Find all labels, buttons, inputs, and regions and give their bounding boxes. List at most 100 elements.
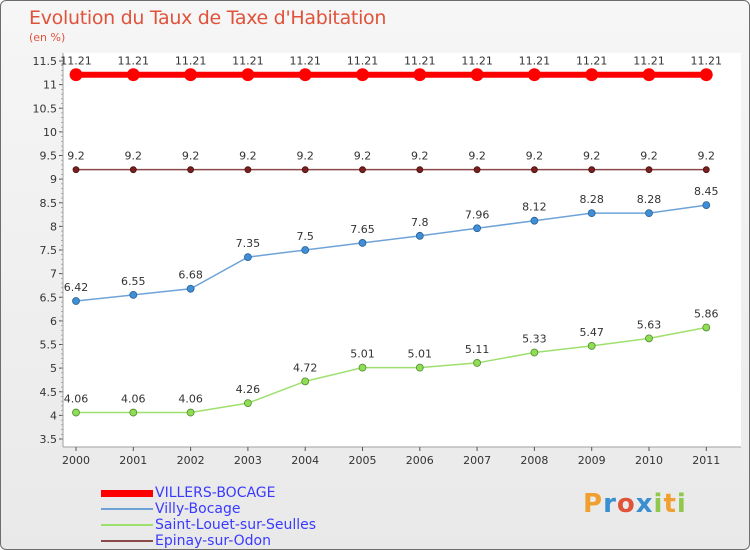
data-label: 11.21 xyxy=(576,55,608,68)
data-point xyxy=(72,408,80,417)
data-point xyxy=(69,68,83,82)
data-point xyxy=(642,68,656,82)
data-point xyxy=(241,68,255,82)
data-point xyxy=(186,284,195,293)
data-label: 11.21 xyxy=(519,55,551,68)
data-point xyxy=(243,399,252,407)
data-point xyxy=(530,216,539,225)
data-label: 5.47 xyxy=(579,326,604,339)
data-label: 11.21 xyxy=(118,55,150,68)
data-label: 11.21 xyxy=(175,55,207,68)
x-tick-label: 2003 xyxy=(234,454,262,467)
data-point xyxy=(126,68,140,82)
data-point xyxy=(413,68,427,82)
y-tick-label: 3.5 xyxy=(40,433,58,446)
data-point xyxy=(645,166,653,174)
data-label: 11.21 xyxy=(289,55,321,68)
data-label: 4.06 xyxy=(178,393,203,406)
data-point xyxy=(473,166,481,174)
x-tick-label: 2004 xyxy=(291,454,319,467)
y-tick-label: 4 xyxy=(50,409,57,422)
x-tick-label: 2007 xyxy=(463,454,491,467)
data-point xyxy=(699,68,713,82)
data-point xyxy=(702,323,711,332)
data-point xyxy=(473,224,482,233)
legend-label: Epinay-sur-Odon xyxy=(155,533,271,549)
data-point xyxy=(358,239,367,247)
data-point xyxy=(415,231,424,240)
data-point xyxy=(358,363,367,372)
data-point xyxy=(129,290,138,299)
data-label: 9.2 xyxy=(583,150,601,163)
data-point xyxy=(415,363,424,372)
data-point xyxy=(531,166,538,174)
series-line xyxy=(76,326,707,414)
data-point xyxy=(645,334,653,343)
data-label: 11.21 xyxy=(60,55,92,68)
data-point xyxy=(244,166,252,174)
data-label: 9.2 xyxy=(698,150,716,163)
legend-swatch xyxy=(101,508,153,510)
data-point xyxy=(187,166,195,174)
data-label: 6.68 xyxy=(178,269,203,282)
data-point xyxy=(473,359,482,367)
data-label: 8.28 xyxy=(579,193,604,206)
chart-title: Evolution du Taux de Taxe d'Habitation xyxy=(29,7,387,29)
data-label: 9.2 xyxy=(296,150,314,163)
data-label: 5.11 xyxy=(465,343,490,356)
data-label: 5.63 xyxy=(637,318,662,331)
data-label: 9.2 xyxy=(640,150,658,163)
x-tick-label: 2006 xyxy=(406,454,434,467)
data-label: 9.2 xyxy=(239,150,257,163)
x-tick-label: 2001 xyxy=(119,454,147,467)
legend-swatch xyxy=(101,524,153,526)
y-tick-label: 6.5 xyxy=(40,291,58,304)
data-label: 9.2 xyxy=(67,150,85,163)
data-point xyxy=(359,166,366,174)
data-point xyxy=(72,297,80,305)
data-point xyxy=(186,408,195,417)
data-label: 5.01 xyxy=(408,348,433,361)
y-tick-label: 5.5 xyxy=(40,339,58,352)
legend-label: Villy-Bocage xyxy=(155,501,241,517)
plot-area xyxy=(63,53,741,447)
y-tick-label: 8 xyxy=(50,220,57,233)
data-label: 4.72 xyxy=(293,361,318,374)
data-point xyxy=(243,253,252,261)
x-tick-label: 2000 xyxy=(62,454,90,467)
data-label: 9.2 xyxy=(526,150,544,163)
x-tick-label: 2009 xyxy=(578,454,606,467)
series-line xyxy=(75,204,707,302)
data-label: 11.21 xyxy=(404,55,436,68)
data-label: 9.2 xyxy=(411,150,429,163)
x-tick-label: 2010 xyxy=(635,454,663,467)
data-point xyxy=(416,166,424,174)
data-point xyxy=(129,166,137,174)
y-tick-label: 9 xyxy=(50,173,57,186)
y-tick-label: 10.5 xyxy=(33,102,58,115)
data-point xyxy=(588,166,596,174)
proxiti-logo: Proxiti xyxy=(583,489,687,519)
data-label: 8.45 xyxy=(694,185,719,198)
data-label: 11.21 xyxy=(691,55,723,68)
data-label: 8.12 xyxy=(522,201,547,214)
data-label: 7.65 xyxy=(350,223,375,236)
data-point xyxy=(301,246,310,254)
data-label: 9.2 xyxy=(468,150,486,163)
data-point xyxy=(470,68,484,82)
data-label: 7.5 xyxy=(296,230,314,243)
y-tick-label: 5 xyxy=(50,362,57,375)
data-label: 5.01 xyxy=(350,348,375,361)
data-label: 5.33 xyxy=(522,333,547,346)
legend-swatch xyxy=(101,540,153,542)
data-point xyxy=(702,166,710,174)
data-point xyxy=(301,166,309,174)
data-label: 6.42 xyxy=(64,281,89,294)
y-tick-label: 10 xyxy=(43,126,57,139)
data-point xyxy=(301,377,310,386)
legend-label: Saint-Louet-sur-Seulles xyxy=(155,517,317,533)
data-label: 7.96 xyxy=(465,208,490,221)
data-point xyxy=(72,166,80,174)
data-label: 6.55 xyxy=(121,275,146,288)
